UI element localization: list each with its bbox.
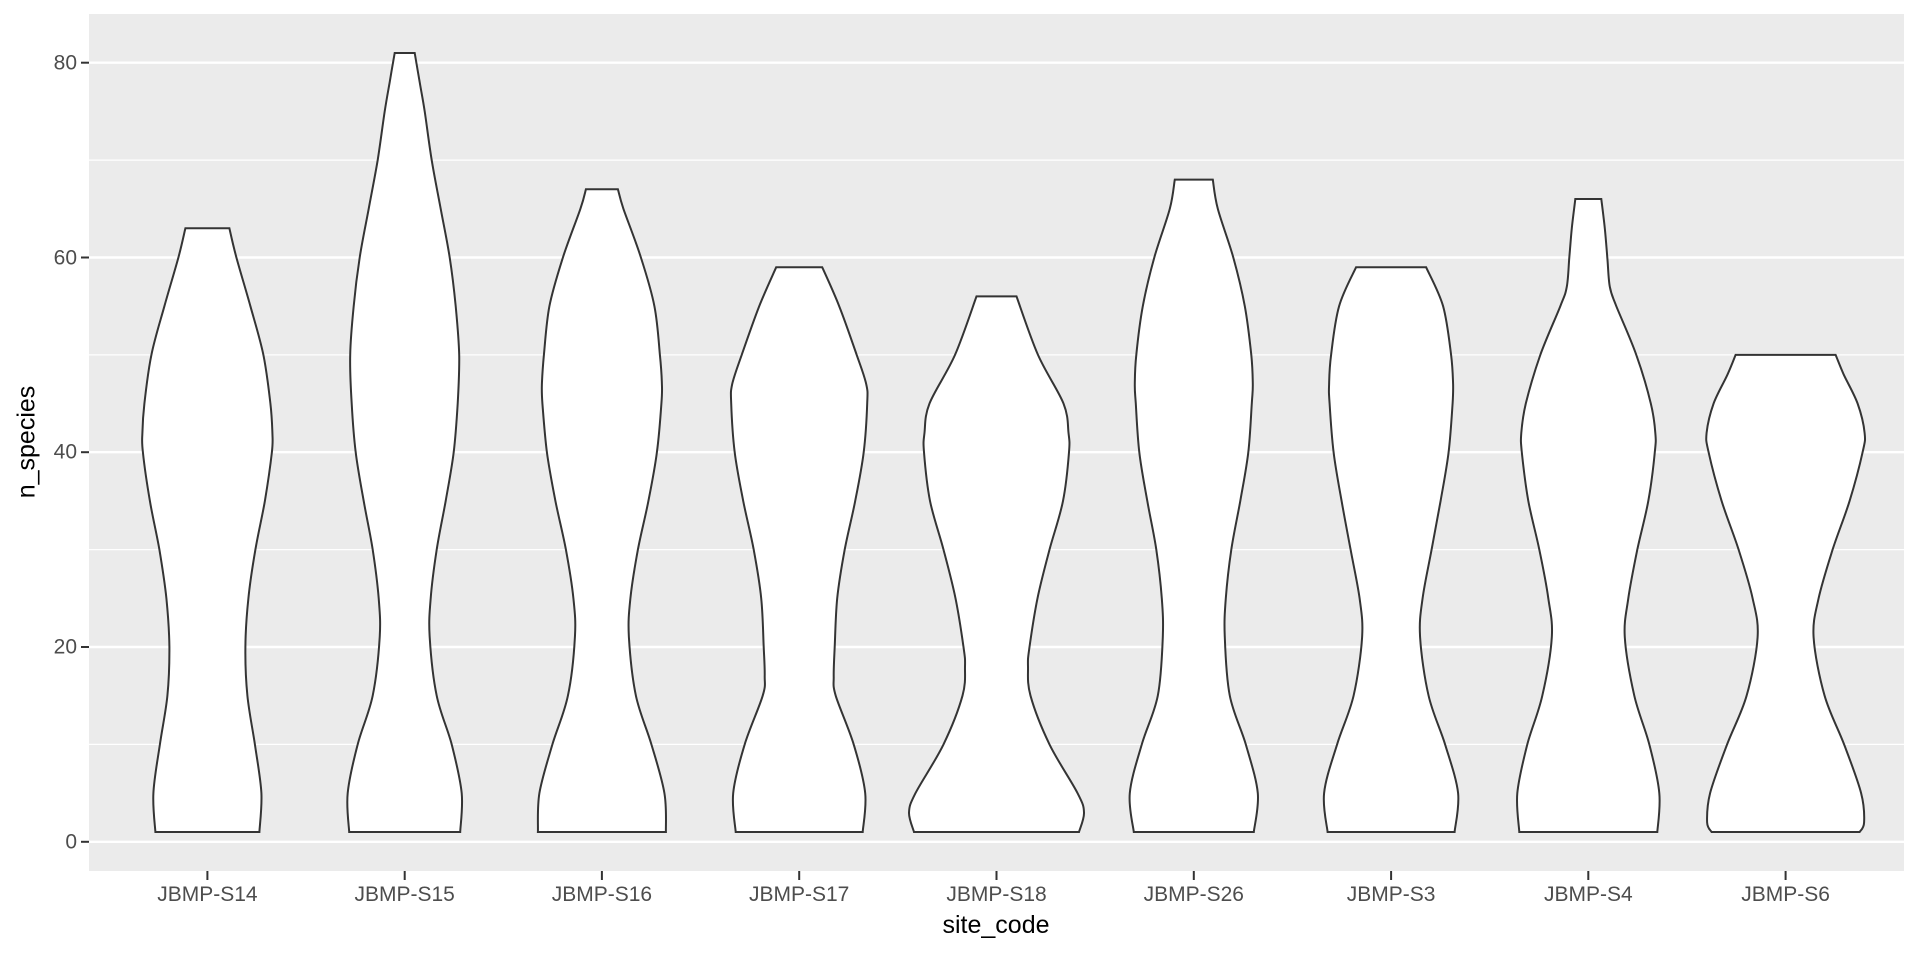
x-tick-label-JBMP-S4: JBMP-S4 xyxy=(1543,883,1633,906)
violin-JBMP-S17 xyxy=(729,266,869,833)
violin-JBMP-S15 xyxy=(346,52,464,833)
violin-JBMP-S3 xyxy=(1322,266,1460,833)
violin-JBMP-S14 xyxy=(141,227,274,833)
x-tick-label-JBMP-S17: JBMP-S17 xyxy=(749,883,850,906)
violin-JBMP-S18 xyxy=(907,295,1086,833)
y-tick-label-20: 20 xyxy=(53,635,77,659)
violin-JBMP-S26 xyxy=(1128,178,1260,833)
violin-JBMP-S16 xyxy=(536,188,668,833)
y-tick-label-80: 80 xyxy=(53,51,77,75)
x-tick-label-JBMP-S6: JBMP-S6 xyxy=(1741,883,1830,906)
x-tick-label-JBMP-S14: JBMP-S14 xyxy=(157,883,258,906)
x-tick-label-JBMP-S15: JBMP-S15 xyxy=(354,883,455,906)
x-axis-title: site_code xyxy=(942,911,1050,939)
x-tick-label-JBMP-S26: JBMP-S26 xyxy=(1143,883,1244,906)
y-tick-label-0: 0 xyxy=(65,830,77,854)
violin-JBMP-S6 xyxy=(1705,353,1867,833)
y-axis-title: n_species xyxy=(12,385,41,499)
x-tick-label-JBMP-S18: JBMP-S18 xyxy=(946,883,1047,906)
x-tick-label-JBMP-S16: JBMP-S16 xyxy=(551,883,653,906)
y-tick-label-40: 40 xyxy=(53,440,77,464)
x-tick-label-JBMP-S3: JBMP-S3 xyxy=(1346,883,1436,906)
violin-JBMP-S4 xyxy=(1516,198,1661,833)
y-tick-label-60: 60 xyxy=(53,246,77,269)
